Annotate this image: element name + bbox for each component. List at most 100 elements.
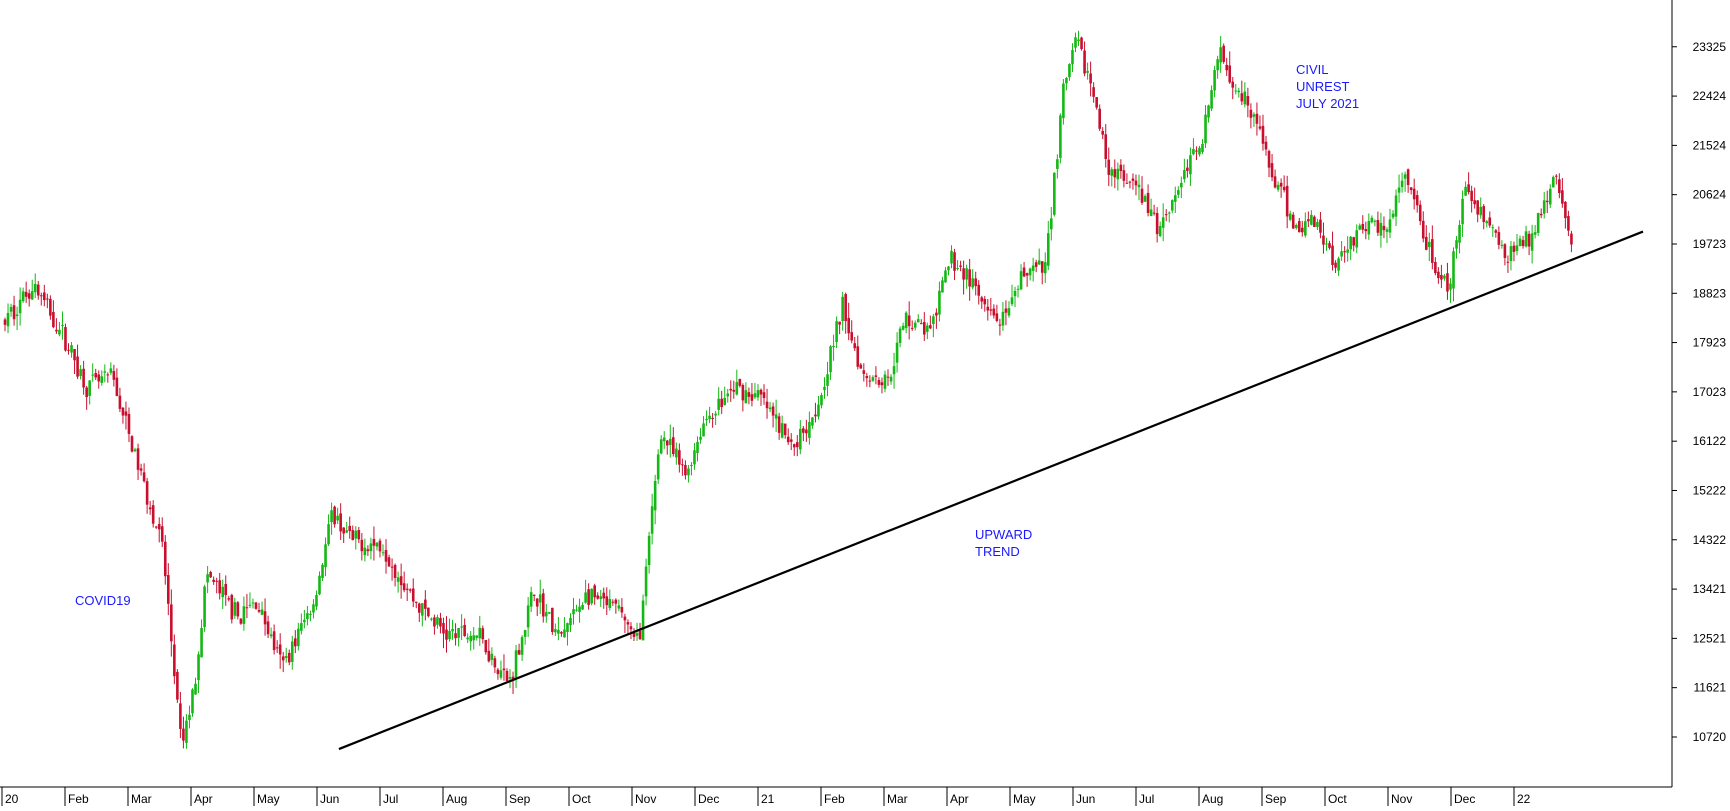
candle-up: [690, 465, 693, 467]
candle-up: [1485, 221, 1489, 224]
candle-up: [6, 312, 10, 327]
candle-down: [209, 572, 212, 578]
candle-up: [1207, 105, 1210, 118]
candle-up: [1007, 308, 1011, 316]
candle-down: [454, 633, 457, 639]
candle-down: [1476, 200, 1479, 215]
candle-up: [309, 613, 312, 616]
candle-up: [1013, 291, 1017, 297]
candle-up: [557, 629, 560, 634]
candle-down: [720, 398, 723, 408]
candle-up: [1464, 186, 1467, 196]
candle-down: [983, 298, 987, 305]
candle-up: [644, 566, 648, 597]
candle-down: [953, 252, 956, 271]
candle-down: [257, 610, 261, 612]
y-tick-label: 13421: [1693, 582, 1727, 596]
candle-down: [750, 394, 754, 401]
candle-down: [360, 539, 364, 552]
candle-up: [1428, 241, 1431, 248]
candle-up: [363, 547, 367, 556]
candle-down: [1101, 130, 1105, 135]
candle-down: [342, 527, 345, 534]
candle-down: [1352, 237, 1356, 246]
candle-down: [390, 566, 394, 568]
candle-up: [913, 322, 917, 328]
candle-down: [1089, 73, 1092, 84]
candle-down: [1570, 233, 1573, 245]
candle-up: [194, 683, 197, 695]
candle-down: [1128, 181, 1132, 183]
candle-down: [76, 356, 79, 377]
candle-down: [1406, 169, 1410, 185]
candle-down: [1231, 81, 1235, 88]
candle-down: [94, 373, 98, 378]
candle-up: [1310, 214, 1313, 225]
candle-down: [1113, 169, 1117, 178]
candle-up: [1173, 195, 1177, 202]
candle-up: [566, 623, 569, 633]
candle-down: [272, 631, 276, 651]
candle-down: [1155, 213, 1159, 235]
candle-down: [366, 549, 370, 552]
candle-down: [179, 703, 182, 729]
candle-down: [1195, 150, 1198, 152]
candle-up: [808, 421, 811, 438]
candle-down: [1334, 262, 1337, 268]
candle-up: [369, 543, 373, 552]
y-tick-label: 10720: [1693, 730, 1727, 744]
candle-down: [1291, 214, 1295, 229]
candle-up: [1340, 251, 1343, 257]
y-tick-label: 19723: [1693, 237, 1727, 251]
candle-down: [1225, 64, 1228, 71]
candle-up: [675, 448, 678, 458]
candle-down: [142, 472, 146, 482]
candle-down: [989, 309, 993, 311]
y-tick-label: 17923: [1693, 336, 1727, 350]
candle-down: [139, 468, 143, 471]
candle-down: [1300, 227, 1304, 233]
candle-up: [1349, 236, 1352, 250]
candle-up: [345, 530, 349, 533]
candle-down: [859, 364, 863, 369]
candle-down: [163, 541, 167, 577]
candle-down: [408, 589, 412, 591]
candle-down: [263, 611, 267, 625]
candle-up: [659, 439, 663, 454]
candle-up: [635, 633, 639, 636]
x-tick-label: Feb: [68, 792, 89, 806]
candle-up: [1204, 114, 1207, 144]
candle-down: [1146, 192, 1150, 213]
candle-up: [526, 605, 530, 628]
candle-up: [895, 342, 899, 363]
candle-down: [424, 599, 427, 609]
candle-up: [735, 382, 739, 395]
candle-down: [387, 557, 391, 567]
candle-up: [284, 656, 288, 659]
candle-down: [1004, 308, 1008, 313]
candle-up: [693, 450, 696, 465]
candle-down: [1497, 232, 1501, 245]
candle-down: [1364, 229, 1368, 232]
candle-up: [653, 480, 657, 511]
candle-up: [1391, 213, 1395, 218]
candle-down: [1424, 236, 1428, 250]
candle-down: [919, 323, 923, 325]
candle-down: [814, 414, 817, 417]
candle-up: [944, 270, 947, 283]
upward-trendline: [338, 230, 1644, 751]
y-tick-label: 14322: [1693, 533, 1727, 547]
candle-down: [212, 579, 215, 582]
candle-up: [1452, 251, 1455, 289]
y-tick-label: 23325: [1693, 40, 1727, 54]
candle-down: [747, 392, 751, 397]
candle-up: [436, 617, 439, 625]
candle-up: [1355, 230, 1359, 248]
candle-up: [702, 423, 705, 437]
candle-down: [959, 265, 962, 267]
candle-down: [275, 647, 279, 649]
candle-up: [336, 515, 339, 521]
candle-up: [717, 398, 720, 410]
candle-down: [684, 464, 687, 476]
candle-down: [1270, 163, 1274, 178]
